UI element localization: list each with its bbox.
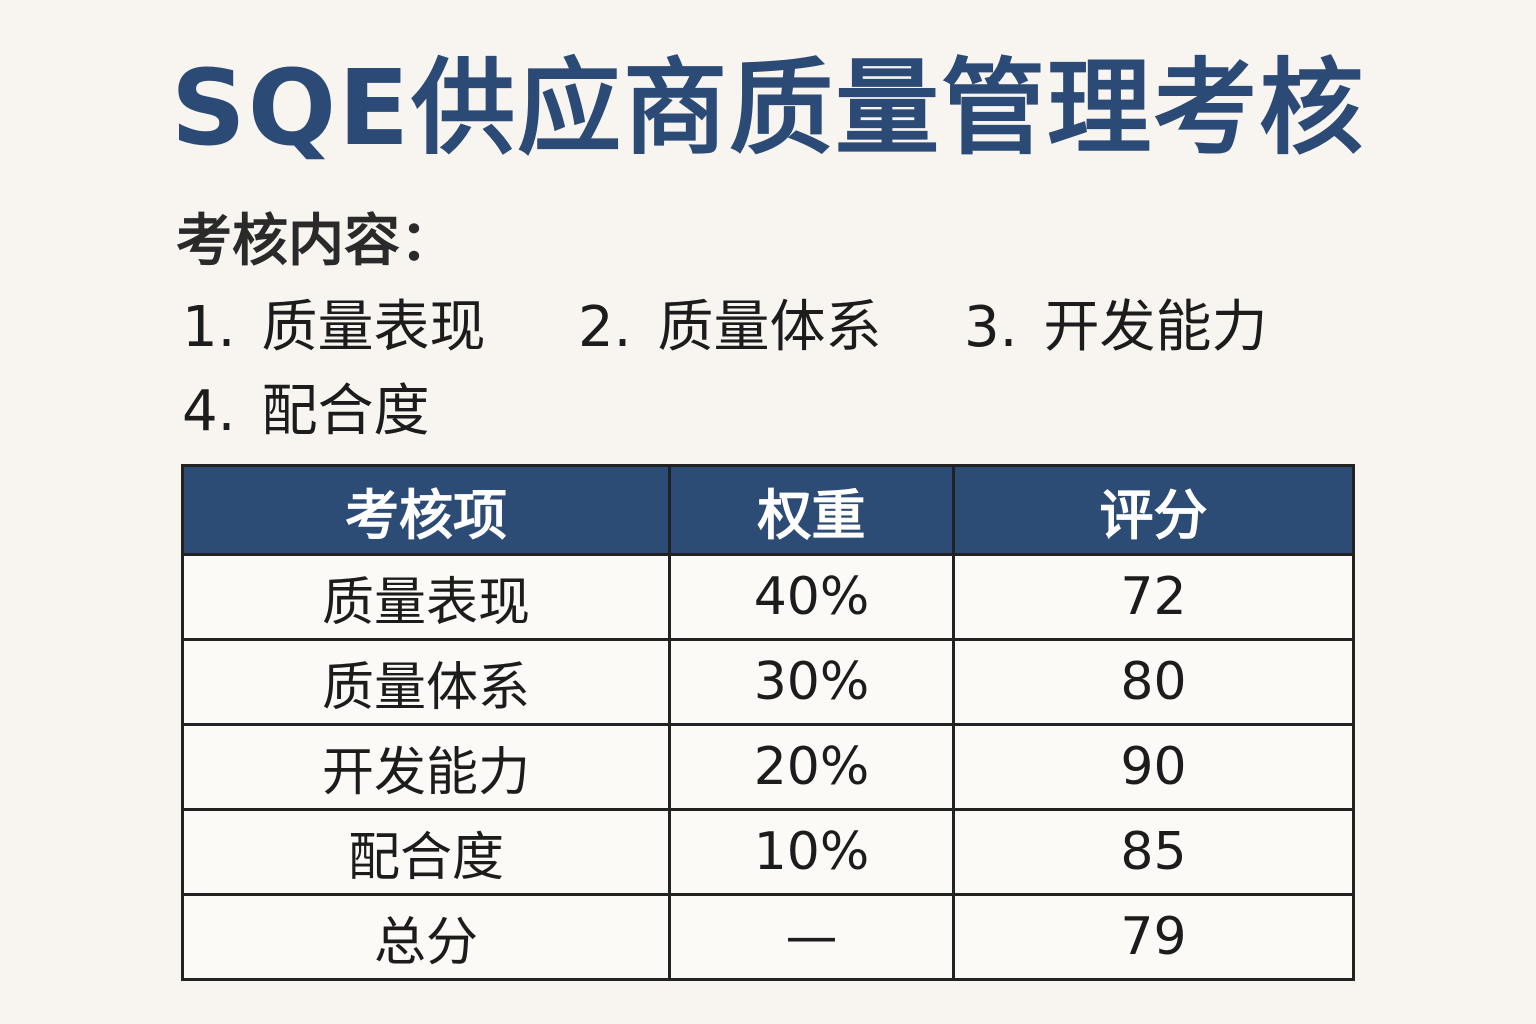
header-item: 考核项 [181, 464, 671, 556]
table-row: 质量体系 30% 80 [181, 638, 1355, 726]
content-item-number: 4. [182, 379, 236, 444]
cell-weight: 40% [668, 553, 955, 641]
content-item-number: 2. [578, 295, 632, 360]
cell-item: 质量体系 [181, 638, 671, 726]
content-item-number: 1. [182, 295, 236, 360]
cell-item: 质量表现 [181, 553, 671, 641]
cell-weight: 30% [668, 638, 955, 726]
content-item-4: 4. 配合度 [182, 378, 429, 446]
content-label: 考核内容： [176, 209, 456, 274]
cell-score: 85 [952, 808, 1355, 896]
cell-score: 72 [952, 553, 1355, 641]
content-item-text: 质量表现 [261, 295, 486, 360]
cell-weight: 20% [668, 723, 955, 811]
content-item-1: 1. 质量表现 [182, 294, 485, 362]
cell-score: 79 [952, 893, 1355, 981]
content-item-number: 3. [964, 295, 1018, 360]
cell-score: 80 [952, 638, 1355, 726]
content-item-text: 配合度 [261, 379, 430, 444]
cell-score: 90 [952, 723, 1355, 811]
page-title: SQE供应商质量管理考核 [170, 47, 1366, 169]
cell-weight: 10% [668, 808, 955, 896]
cell-item: 总分 [181, 893, 671, 981]
table-row: 配合度 10% 85 [181, 808, 1355, 896]
table-header-row: 考核项 权重 评分 [181, 464, 1355, 556]
content-item-text: 开发能力 [1043, 295, 1268, 360]
cell-item: 开发能力 [181, 723, 671, 811]
content-item-2: 2. 质量体系 [578, 294, 881, 362]
score-table: 考核项 权重 评分 质量表现 40% 72 质量体系 30% 80 开发能力 2… [181, 464, 1355, 981]
header-weight: 权重 [668, 464, 955, 556]
header-score: 评分 [952, 464, 1355, 556]
cell-item: 配合度 [181, 808, 671, 896]
table-row: 开发能力 20% 90 [181, 723, 1355, 811]
cell-weight: — [668, 893, 955, 981]
table-row: 质量表现 40% 72 [181, 553, 1355, 641]
content-item-text: 质量体系 [657, 295, 882, 360]
content-item-3: 3. 开发能力 [964, 294, 1267, 362]
table-row-total: 总分 — 79 [181, 893, 1355, 981]
